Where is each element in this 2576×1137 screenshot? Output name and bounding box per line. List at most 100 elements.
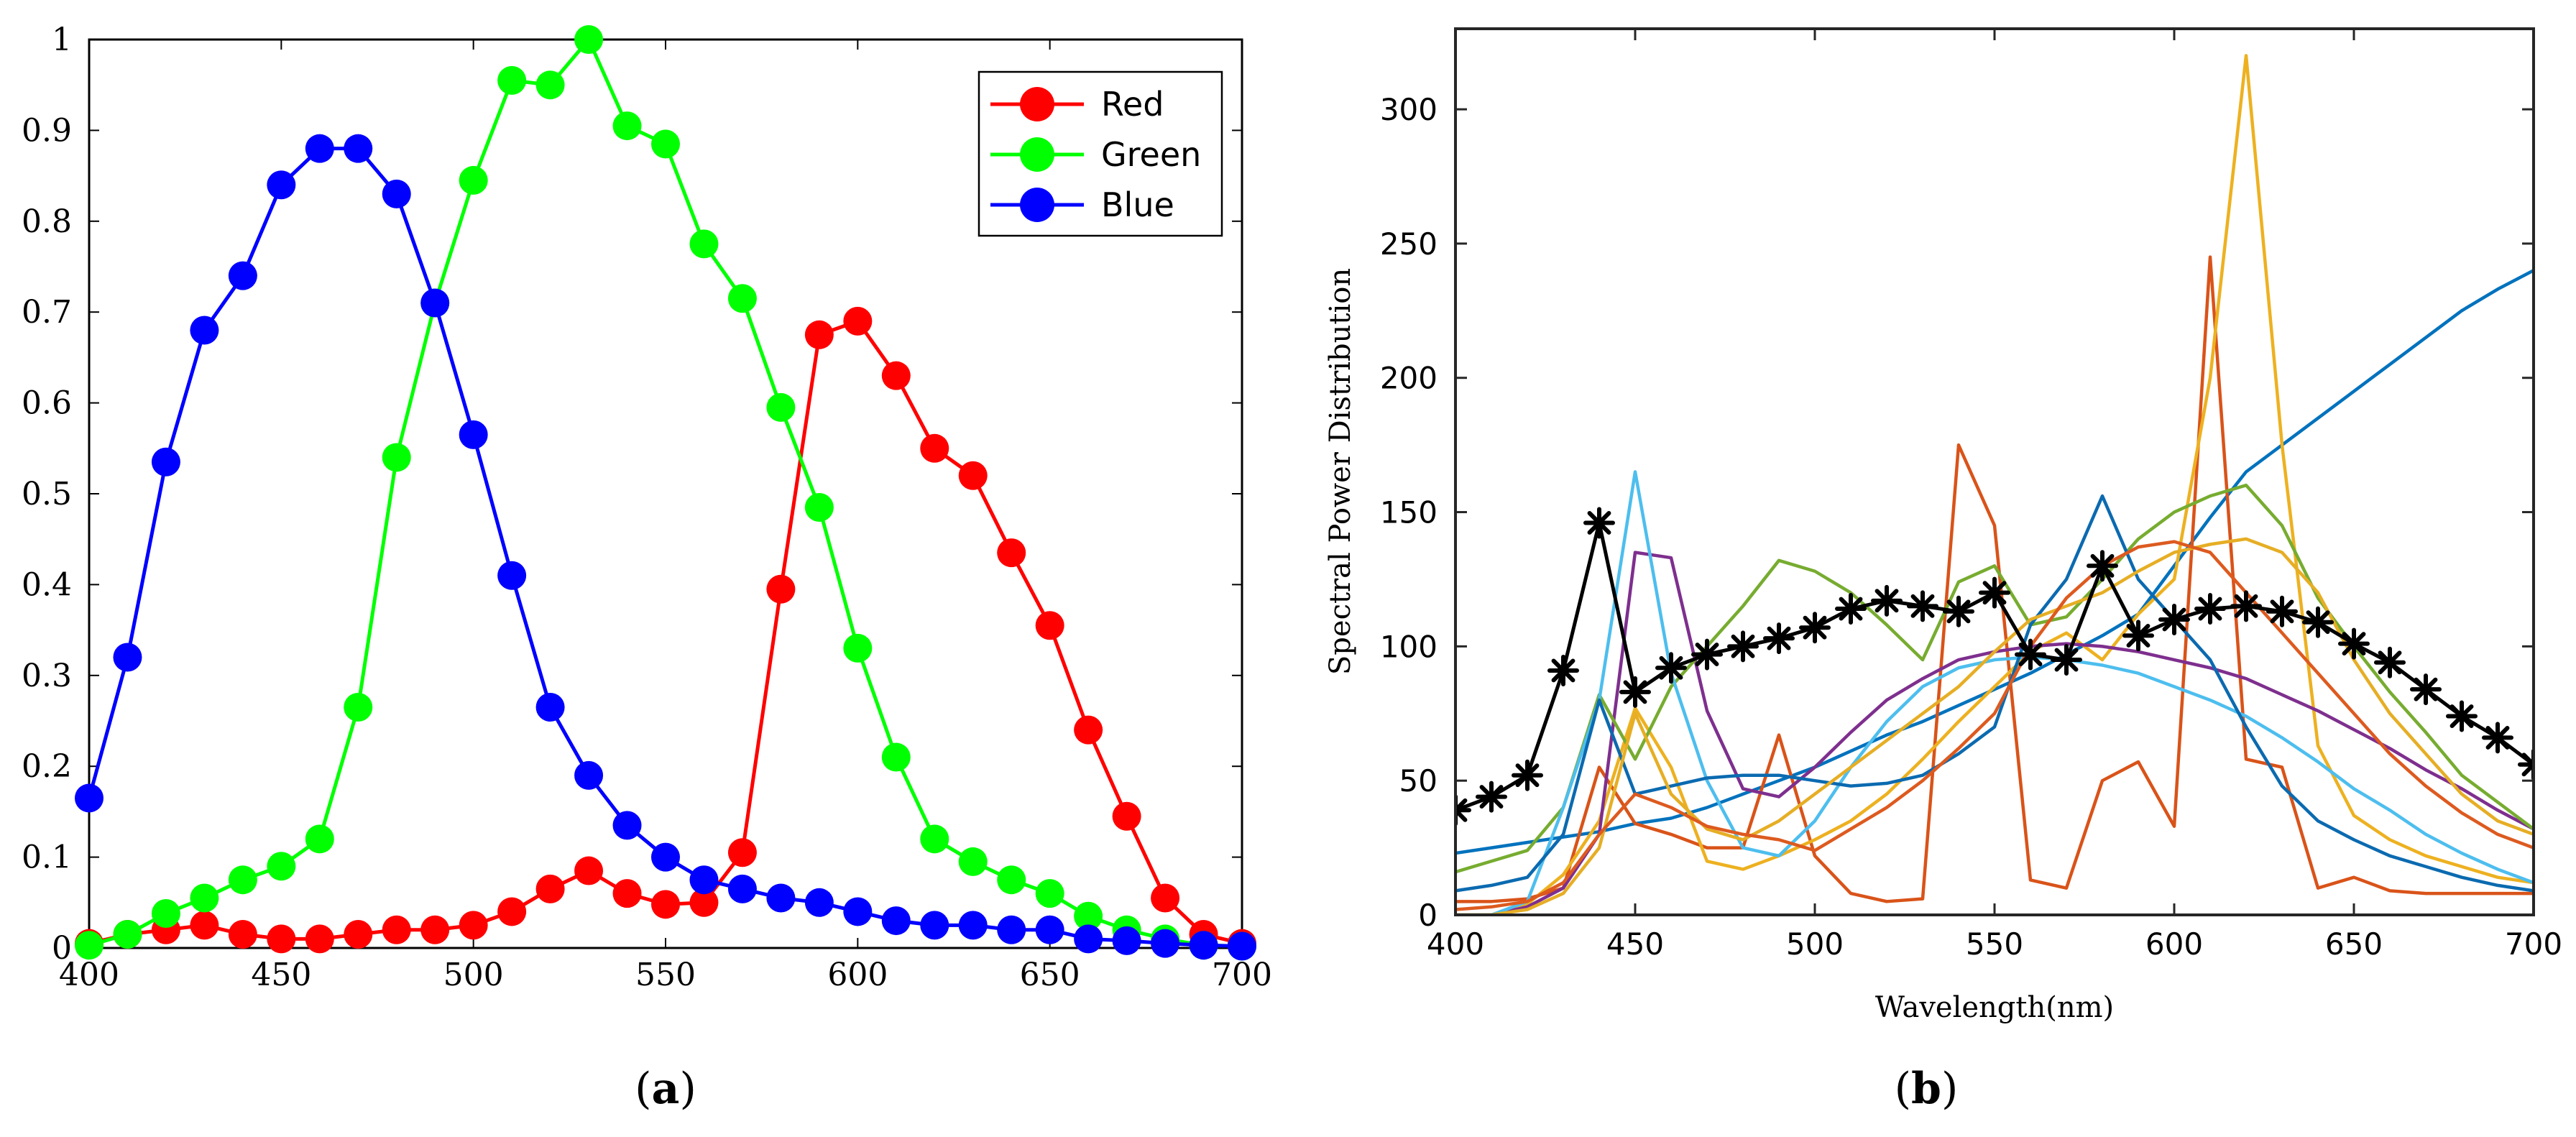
chart-a-y-tick-label: 0.6 (22, 385, 72, 422)
chart-b-data-point (2230, 590, 2262, 622)
chart-a-y-tick-label: 0.2 (22, 748, 72, 785)
chart-a-data-point (75, 931, 104, 960)
chart-a-data-point (1151, 929, 1180, 958)
chart-b-x-tick-label: 550 (1966, 926, 2023, 962)
chart-b-data-point (1619, 676, 1651, 708)
chart-a-data-point (689, 888, 719, 917)
chart-a-axes: 400 450 500 550 600 650 700 0 0.1 0.2 0.3 0.4 0.5 0.6… (22, 22, 1272, 993)
chart-a-data-point (497, 561, 527, 590)
chart-a-data-point (344, 920, 373, 949)
chart-a-data-point (190, 883, 219, 913)
chart-b-data-point (2158, 604, 2190, 635)
chart-b-panel-label: (b) (1895, 1064, 1959, 1114)
chart-a-data-point (1228, 931, 1256, 961)
chart-b-data-point (2446, 700, 2478, 732)
chart-b-data-point (1655, 652, 1687, 684)
chart-a-data-point (1074, 924, 1103, 954)
chart-b-data-point (1943, 595, 1974, 627)
chart-a-series-group (75, 25, 1256, 961)
chart-a-data-point (190, 911, 219, 940)
chart-b-y-tick-label: 200 (1380, 361, 1438, 396)
chart-a-legend-marker (1020, 137, 1054, 172)
chart-b-series-9 (1455, 540, 2534, 911)
chart-a-data-point (766, 392, 796, 422)
chart-a-data-point (267, 924, 296, 954)
chart-a-data-point (727, 838, 757, 867)
chart-a-data-point (382, 443, 411, 472)
chart-a-data-point (1151, 883, 1180, 913)
chart-a-data-point (612, 811, 642, 840)
chart-a-legend-label: Blue (1101, 185, 1174, 224)
chart-b-data-point (1871, 584, 1903, 617)
chart-b-series-line (1455, 255, 2534, 903)
chart-a-data-point (997, 865, 1026, 895)
chart-b-series-line (1455, 540, 2534, 911)
chart-a-data-point (997, 915, 1026, 944)
chart-a-data-point (920, 433, 949, 463)
chart-a-data-point (958, 911, 988, 940)
chart-a-y-tick-label: 0.5 (22, 476, 72, 512)
chart-b-data-point (2338, 627, 2370, 660)
chart-a-data-point (535, 70, 565, 100)
chart-a-data-point (113, 920, 142, 949)
chart-a-data-point (344, 134, 373, 163)
chart-b-data-point (1583, 507, 1615, 539)
chart-a-legend-marker (1020, 188, 1054, 222)
chart-b-data-point (1727, 630, 1759, 663)
chart-a-legend-label: Red (1101, 85, 1164, 124)
chart-a-data-point (305, 824, 334, 854)
chart-a-data-point (459, 911, 488, 940)
chart-a-data-point (881, 742, 911, 772)
chart-a-y-tick-label: 0.9 (22, 112, 72, 149)
chart-a-data-point (804, 492, 834, 522)
chart-a-x-tick-label: 400 (59, 957, 119, 993)
chart-a-data-point (75, 783, 104, 813)
chart-a-data-point (727, 874, 757, 903)
chart-a-data-point (612, 879, 642, 908)
chart-a-x-tick-label: 700 (1212, 957, 1272, 993)
chart-a-data-point (1074, 901, 1103, 931)
chart-a-data-point (881, 906, 911, 936)
chart-b-data-point (2194, 593, 2226, 625)
chart-a-panel-label: (a) (635, 1064, 696, 1114)
chart-a-data-point (382, 915, 411, 944)
chart-a-y-tick-label: 0.1 (22, 839, 72, 876)
chart-a-data-point (228, 920, 257, 949)
chart-a-y-tick-label: 0.7 (22, 294, 72, 331)
chart-b-data-point (1799, 612, 1831, 644)
chart-b-series-3 (1455, 54, 2534, 915)
chart-b-x-tick-label: 700 (2505, 926, 2562, 962)
chart-b-y-tick-label: 0 (1418, 898, 1438, 933)
chart-b-x-axis-label: Wavelength(nm) (1875, 991, 2114, 1024)
chart-a: 400 450 500 550 600 650 700 0 0.1 0.2 0.3 0.4 0.5 0.6… (22, 22, 1272, 1114)
chart-a-data-point (574, 760, 604, 790)
chart-a-x-tick-label: 500 (443, 957, 504, 993)
chart-a-legend: Red Green Blue (978, 70, 1223, 237)
chart-b-series-0 (1455, 507, 2534, 827)
chart-b-y-tick-label: 100 (1380, 629, 1438, 664)
chart-a-data-point (689, 229, 719, 259)
chart-a-data-point (305, 134, 334, 163)
chart-a-data-point (497, 65, 527, 95)
chart-b-data-point (1476, 781, 1507, 813)
chart-a-data-point (1035, 915, 1064, 944)
chart-b-series-8 (1455, 537, 2534, 915)
chart-b-data-point (2122, 620, 2154, 652)
chart-a-data-point (305, 924, 334, 954)
chart-a-data-point (958, 847, 988, 876)
chart-a-data-point (920, 911, 949, 940)
chart-b: 400 450 500 550 600 650 700050100150200250300 … (1324, 27, 2562, 1114)
chart-b-y-tick-label: 300 (1380, 92, 1438, 127)
chart-a-data-point (727, 284, 757, 313)
chart-a-series-red (75, 306, 1256, 958)
chart-b-data-point (2302, 606, 2334, 638)
chart-b-data-point (1763, 622, 1795, 655)
chart-a-data-point (843, 897, 873, 926)
chart-b-data-point (1907, 590, 1938, 622)
chart-b-y-tick-label: 150 (1380, 495, 1438, 530)
chart-a-data-point (804, 320, 834, 349)
chart-a-data-point (843, 633, 873, 663)
chart-a-data-point (459, 420, 488, 449)
